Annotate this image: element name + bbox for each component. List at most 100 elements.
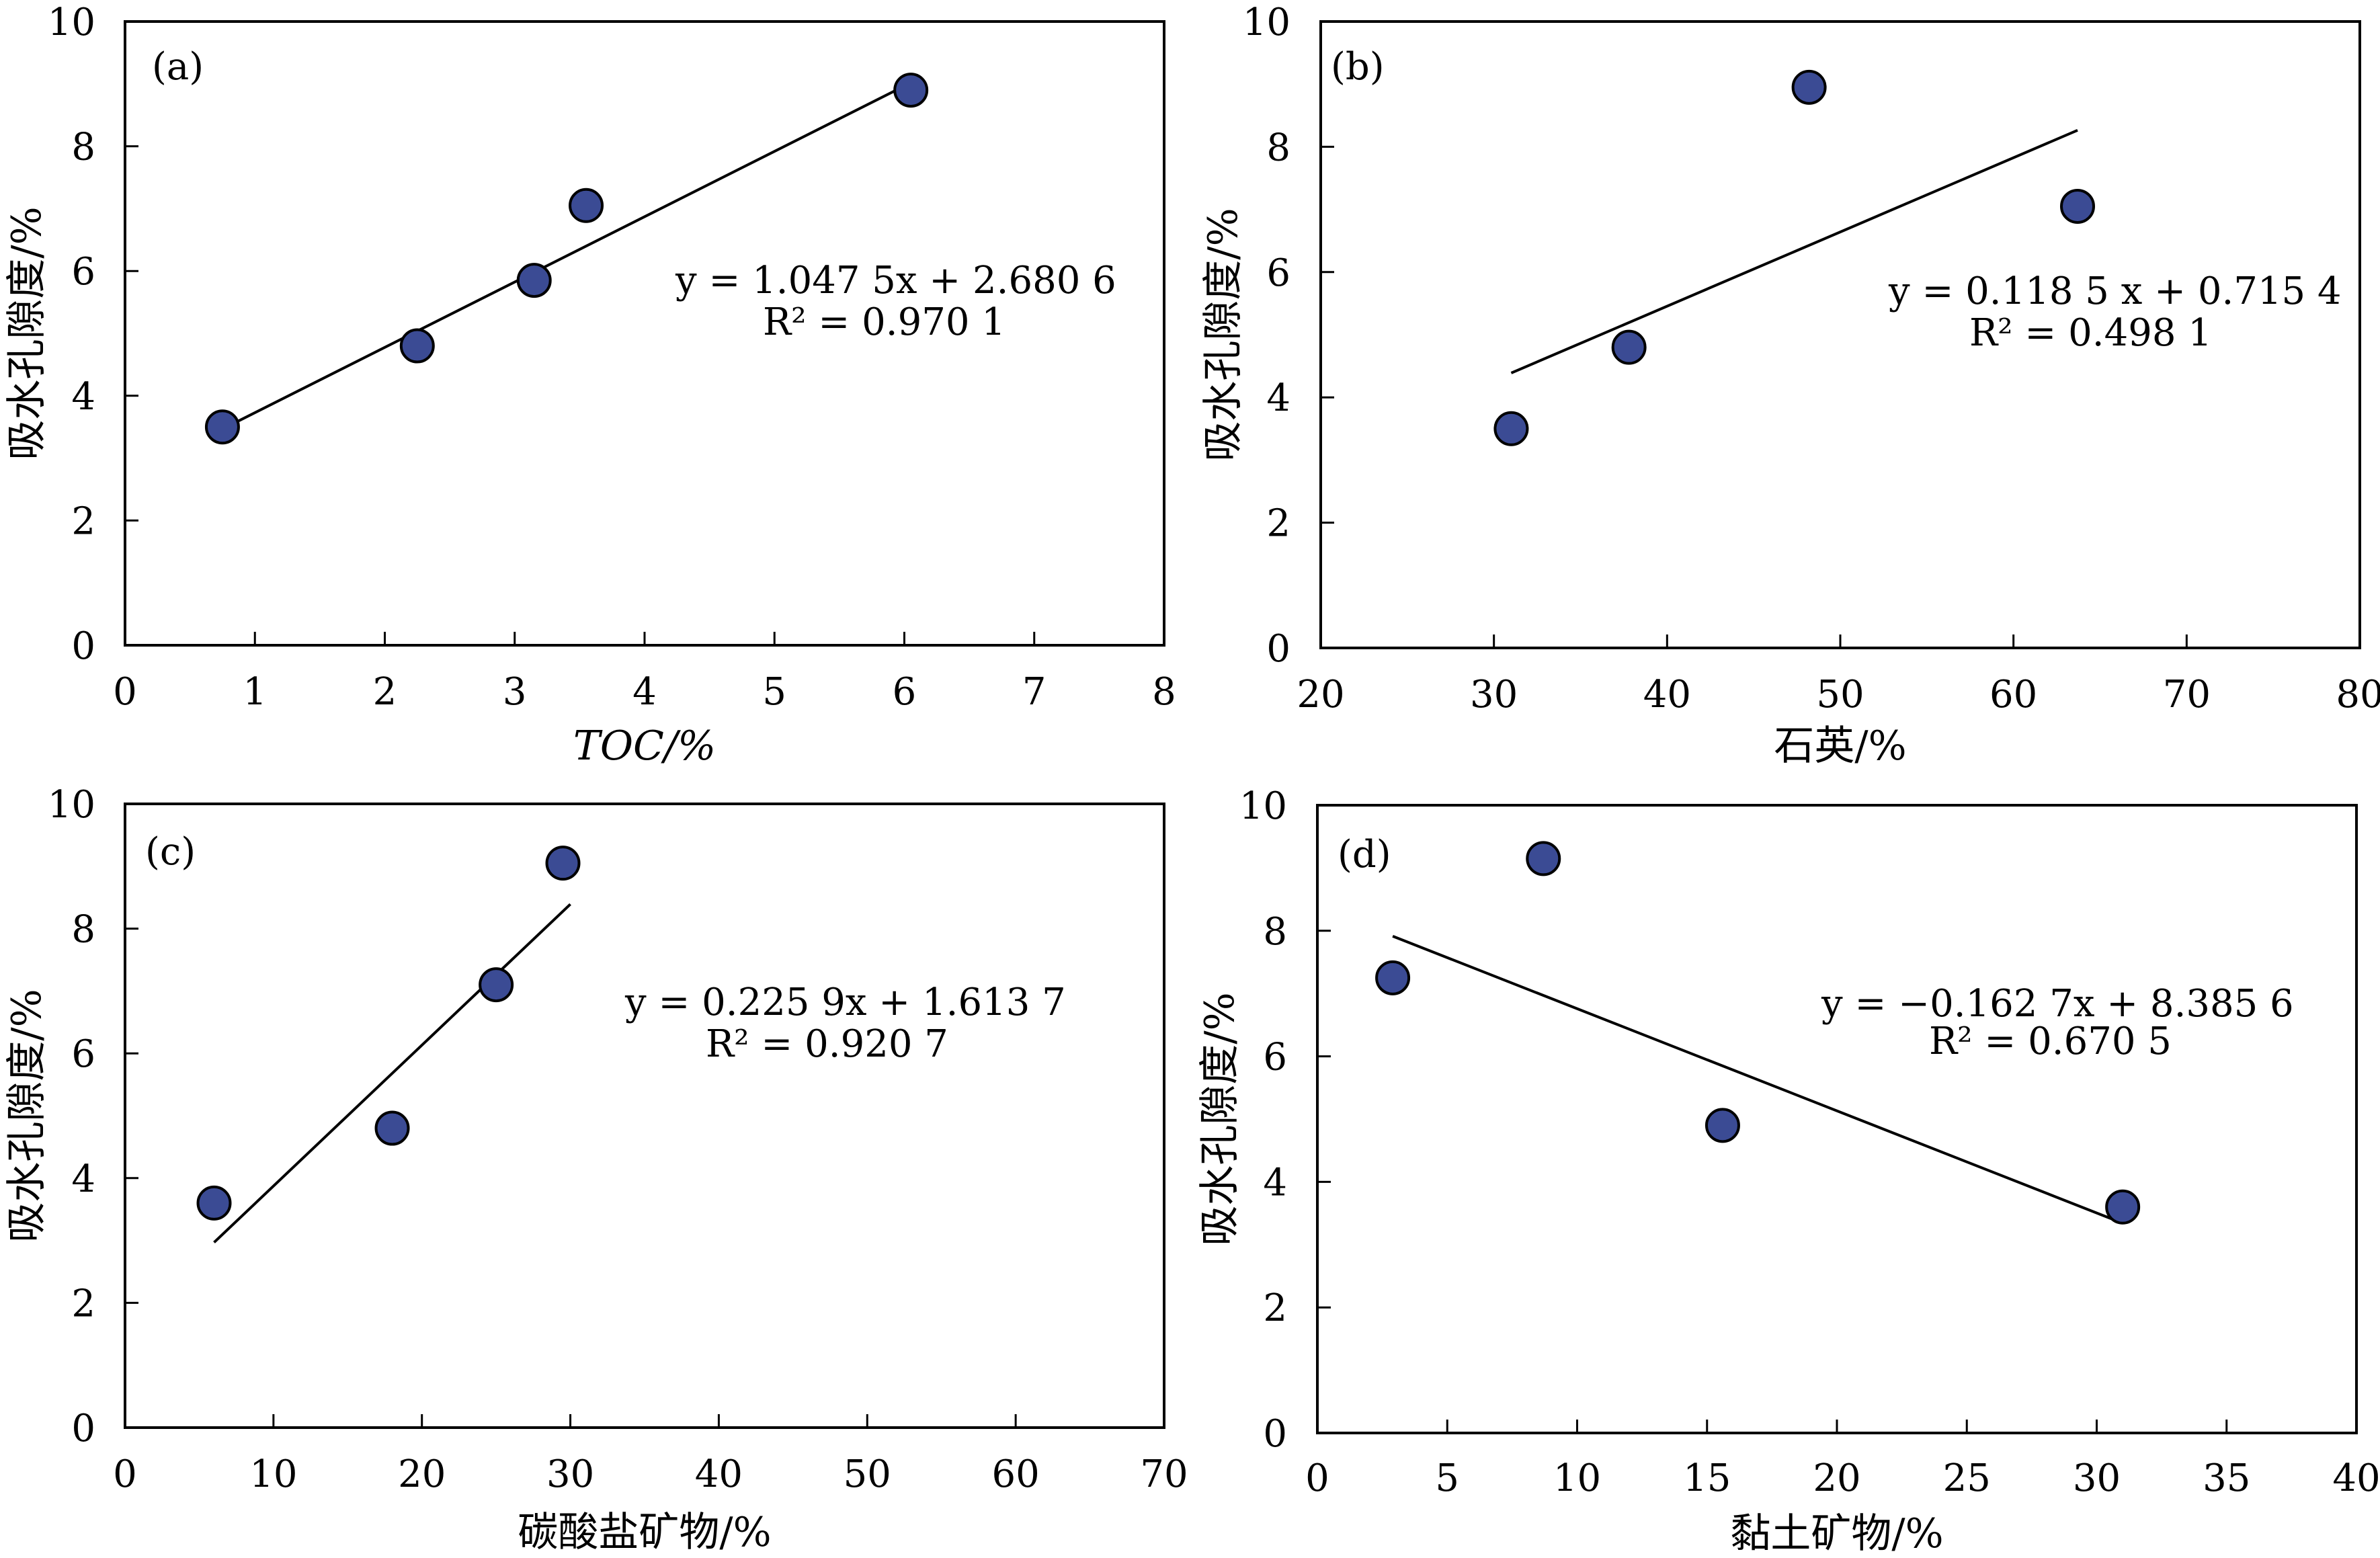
y-tick-label-b-5: 10 xyxy=(1243,1,1290,44)
fit-line-d-group xyxy=(1392,934,2123,1225)
x-tick-label-d-8: 40 xyxy=(2332,1457,2380,1500)
y-ticks-b: 0 2 4 6 8 10 xyxy=(1243,1,1334,671)
x-tick-label-a-2: 2 xyxy=(373,670,397,714)
data-point-a-0 xyxy=(204,409,240,445)
equation-b: y = 0.118 5 x + 0.715 4 xyxy=(1888,270,2342,313)
y-tick-label-a-1: 2 xyxy=(71,499,95,543)
x-tick-label-b-5: 70 xyxy=(2163,673,2211,716)
y-tick-label-d-5: 10 xyxy=(1239,784,1287,828)
x-tick-label-b-2: 40 xyxy=(1643,673,1691,716)
x-tick-label-c-2: 20 xyxy=(398,1452,446,1496)
x-ticks-c: 0 10 20 30 40 50 60 70 xyxy=(113,1414,1188,1496)
r-squared-c: R² = 0.920 7 xyxy=(706,1022,948,1066)
x-tick-label-b-4: 60 xyxy=(1989,673,2037,716)
r-squared-a: R² = 0.970 1 xyxy=(763,300,1006,344)
x-tick-label-d-7: 35 xyxy=(2203,1457,2250,1500)
panel-label-c: (c) xyxy=(145,830,196,874)
panel-a: (a) y = 1.047 5x + 2.680 6 R² = 0.970 1 … xyxy=(3,1,1176,770)
data-point-c-1 xyxy=(374,1110,410,1146)
y-tick-label-c-3: 6 xyxy=(71,1032,95,1076)
x-tick-label-c-3: 30 xyxy=(546,1452,594,1496)
y-tick-label-d-3: 6 xyxy=(1263,1036,1287,1079)
y-tick-label-a-0: 0 xyxy=(71,624,95,668)
data-point-b-1 xyxy=(1611,329,1647,365)
x-tick-label-c-7: 70 xyxy=(1140,1452,1188,1496)
data-point-a-2 xyxy=(516,263,552,298)
y-tick-label-a-5: 10 xyxy=(48,1,95,44)
x-tick-label-a-7: 7 xyxy=(1022,670,1047,714)
y-tick-label-c-4: 8 xyxy=(71,908,95,952)
x-tick-label-d-2: 10 xyxy=(1553,1457,1601,1500)
y-ticks-d: 0 2 4 6 8 10 xyxy=(1239,784,1331,1456)
y-tick-label-b-3: 6 xyxy=(1266,251,1290,295)
equation-c: y = 0.225 9x + 1.613 7 xyxy=(624,981,1066,1024)
fit-line-c-group xyxy=(213,903,571,1243)
x-tick-label-b-0: 20 xyxy=(1297,673,1344,716)
fit-line-b xyxy=(1510,128,2078,374)
x-tick-label-a-6: 6 xyxy=(893,670,917,714)
x-axis-label-b: 石英/% xyxy=(1774,723,1906,770)
panel-d: (d) y = −0.162 7x + 8.385 6 R² = 0.670 5… xyxy=(1196,784,2380,1557)
x-tick-label-d-5: 25 xyxy=(1943,1457,1991,1500)
equation-a: y = 1.047 5x + 2.680 6 xyxy=(675,259,1116,302)
x-tick-label-c-5: 50 xyxy=(844,1452,891,1496)
equation-d: y = −0.162 7x + 8.385 6 xyxy=(1821,982,2294,1026)
panel-label-d: (d) xyxy=(1338,833,1391,876)
panel-label-a: (a) xyxy=(152,45,204,89)
x-tick-label-a-1: 1 xyxy=(243,670,267,714)
points-a-group xyxy=(204,73,929,445)
panel-c: (c) y = 0.225 9x + 1.613 7 R² = 0.920 7 … xyxy=(3,783,1188,1556)
y-tick-label-b-4: 8 xyxy=(1266,126,1290,169)
plot-area-a xyxy=(124,20,1165,647)
y-tick-label-d-0: 0 xyxy=(1263,1412,1287,1456)
panel-b: (b) y = 0.118 5 x + 0.715 4 R² = 0.498 1… xyxy=(1200,1,2380,770)
y-axis-label-c: 吸水孔隙度/% xyxy=(3,989,50,1242)
x-tick-label-b-1: 30 xyxy=(1470,673,1518,716)
data-point-b-0 xyxy=(1493,411,1529,446)
x-ticks-d: 0 5 10 15 20 25 30 35 40 xyxy=(1305,1420,2380,1500)
x-tick-label-d-0: 0 xyxy=(1305,1457,1329,1500)
points-d-group xyxy=(1375,841,2141,1225)
data-point-c-3 xyxy=(545,846,581,881)
fit-line-a-group xyxy=(222,81,912,431)
x-axis-label-c: 碳酸盐矿物/% xyxy=(518,1509,771,1556)
x-tick-label-c-4: 40 xyxy=(695,1452,743,1496)
y-ticks-c: 0 2 4 6 8 10 xyxy=(48,783,138,1450)
x-tick-label-d-1: 5 xyxy=(1435,1457,1459,1500)
points-b-group xyxy=(1493,69,2096,446)
plot-area-c xyxy=(124,803,1165,1429)
x-axis-label-d: 黏土矿物/% xyxy=(1730,1510,1943,1557)
data-point-a-1 xyxy=(399,328,435,364)
fit-line-a xyxy=(222,81,912,431)
data-point-d-2 xyxy=(1705,1108,1740,1143)
fit-line-b-group xyxy=(1510,128,2078,374)
y-tick-label-c-5: 10 xyxy=(48,783,95,827)
y-tick-label-a-4: 8 xyxy=(71,126,95,169)
y-ticks-a: 0 2 4 6 8 10 xyxy=(48,1,138,668)
data-point-a-4 xyxy=(893,73,929,108)
y-tick-label-d-1: 2 xyxy=(1263,1286,1287,1330)
x-tick-label-d-4: 20 xyxy=(1813,1457,1860,1500)
y-axis-label-d: 吸水孔隙度/% xyxy=(1196,992,1243,1245)
data-point-a-3 xyxy=(569,188,604,223)
x-tick-label-c-6: 60 xyxy=(992,1452,1040,1496)
fit-line-c xyxy=(213,903,571,1243)
x-tick-label-c-1: 10 xyxy=(249,1452,297,1496)
x-ticks-a: 0 1 2 3 4 5 6 7 8 xyxy=(113,632,1176,714)
x-tick-label-a-8: 8 xyxy=(1152,670,1176,714)
y-axis-label-b: 吸水孔隙度/% xyxy=(1200,208,1247,461)
points-c-group xyxy=(196,846,581,1221)
data-point-d-3 xyxy=(2105,1189,2141,1225)
y-axis-label-a: 吸水孔隙度/% xyxy=(3,206,50,460)
y-tick-label-a-2: 4 xyxy=(71,375,95,419)
x-tick-label-a-0: 0 xyxy=(113,670,137,714)
x-tick-label-b-6: 80 xyxy=(2336,673,2380,716)
data-point-d-1 xyxy=(1526,841,1561,876)
fit-line-d xyxy=(1392,934,2123,1225)
panel-label-b: (b) xyxy=(1331,45,1385,89)
x-tick-label-d-3: 15 xyxy=(1683,1457,1731,1500)
y-tick-label-c-2: 4 xyxy=(71,1157,95,1201)
y-tick-label-c-0: 0 xyxy=(71,1407,95,1450)
y-tick-label-d-4: 8 xyxy=(1263,910,1287,954)
